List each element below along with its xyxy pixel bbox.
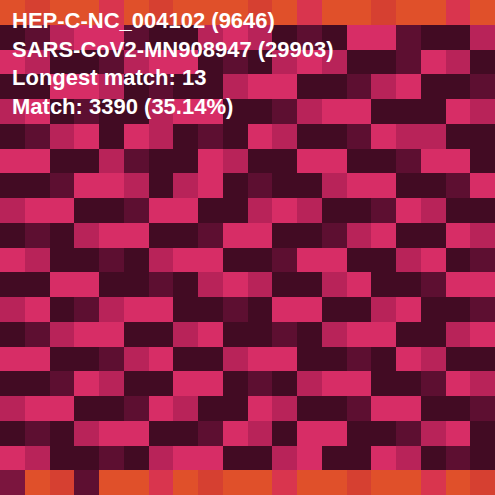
svg-text:Match: 3390 (35.14%): Match: 3390 (35.14%) bbox=[12, 94, 233, 119]
svg-text:Longest match: 13: Longest match: 13 bbox=[12, 65, 206, 90]
svg-text:HEP-C-NC_004102 (9646): HEP-C-NC_004102 (9646) bbox=[12, 8, 275, 33]
svg-text:SARS-CoV2-MN908947 (29903): SARS-CoV2-MN908947 (29903) bbox=[12, 37, 334, 62]
